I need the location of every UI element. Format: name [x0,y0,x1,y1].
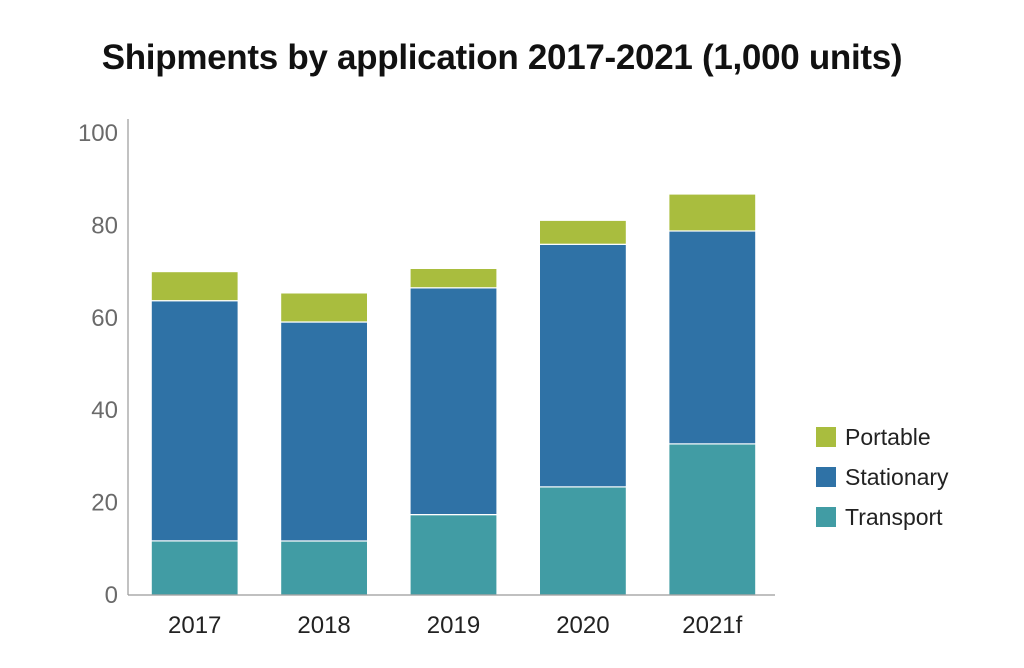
legend-label-transport: Transport [845,504,943,530]
bar-transport-2021f [668,443,757,596]
bar-transport-2019 [409,513,498,596]
legend-label-stationary: Stationary [845,464,949,490]
bar-stationary-2017 [150,300,239,542]
y-tick-label: 40 [91,397,118,424]
bar-stationary-2021f [668,230,757,445]
bar-portable-2019 [409,267,498,289]
legend-swatch-portable [816,427,836,447]
y-tick-label: 0 [105,582,118,609]
legend: Portable Stationary Transport [816,424,949,530]
bar-portable-2018 [280,292,369,323]
x-tick-label: 2017 [168,612,221,639]
y-tick-label: 100 [78,120,118,147]
x-tick-label: 2020 [556,612,609,639]
x-tick-label: 2018 [297,612,350,639]
bar-stationary-2018 [280,321,369,542]
y-tick-label: 20 [91,490,118,517]
x-axis-labels: 2017 2018 2019 2020 2021f [168,612,743,639]
bar-portable-2017 [150,271,239,302]
y-tick-label: 60 [91,305,118,332]
bar-stationary-2020 [538,243,628,488]
legend-label-portable: Portable [845,424,931,450]
x-tick-label: 2019 [427,612,480,639]
legend-swatch-stationary [816,467,836,487]
bars-layer [150,193,757,596]
bar-portable-2020 [538,219,628,245]
bar-stationary-2019 [409,287,498,516]
bar-transport-2017 [150,540,239,596]
legend-swatch-transport [816,507,836,527]
x-tick-label: 2021f [682,612,742,639]
y-tick-label: 80 [91,212,118,239]
bar-portable-2021f [668,193,757,232]
chart-title: Shipments by application 2017-2021 (1,00… [101,38,903,77]
bar-transport-2018 [280,540,369,596]
y-axis-ticks: 0 20 40 60 80 100 [78,120,118,609]
bar-transport-2020 [538,486,628,596]
